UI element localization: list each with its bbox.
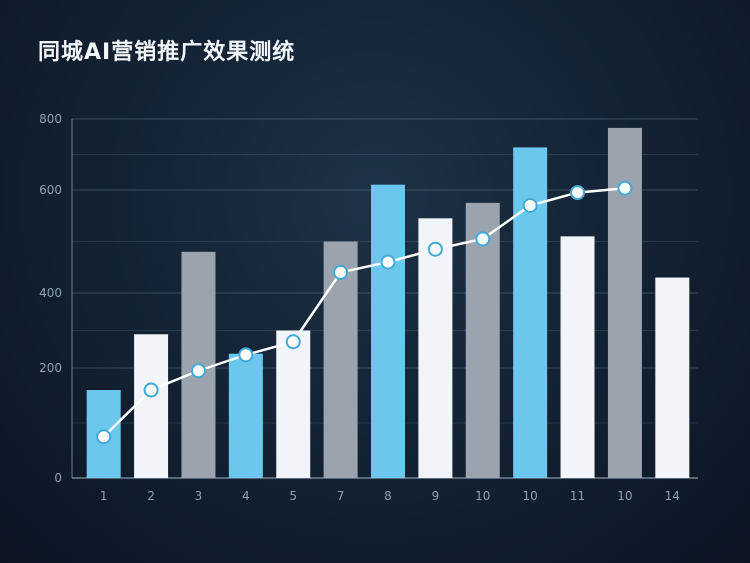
series-line bbox=[102, 186, 626, 438]
x-tick-label: 7 bbox=[337, 489, 345, 503]
x-tick-label: 10 bbox=[617, 489, 632, 503]
y-tick-label: 200 bbox=[39, 361, 62, 375]
chart-title: 同城AI营销推广效果测统 bbox=[38, 40, 296, 65]
x-tick-label: 10 bbox=[475, 489, 490, 503]
bar bbox=[323, 241, 358, 478]
line-point bbox=[570, 185, 586, 201]
x-tick-label: 9 bbox=[432, 489, 440, 503]
line-series bbox=[96, 180, 633, 445]
y-tick-label: 600 bbox=[39, 183, 62, 197]
bar bbox=[228, 353, 263, 478]
y-tick-label: 800 bbox=[39, 112, 62, 126]
x-tick-label: 3 bbox=[195, 489, 203, 503]
x-tick-label: 8 bbox=[384, 489, 392, 503]
bar bbox=[465, 202, 500, 478]
x-tick-label: 1 bbox=[100, 489, 108, 503]
line-point bbox=[427, 241, 443, 257]
x-tick-label: 5 bbox=[289, 489, 297, 503]
line-point bbox=[238, 347, 254, 363]
x-axis: 1 2 3 4 5 7 8 9 10 10 11 10 14 bbox=[100, 489, 680, 503]
x-tick-label: 10 bbox=[523, 489, 538, 503]
bar bbox=[371, 184, 405, 479]
line-point bbox=[522, 197, 538, 213]
bar-series bbox=[86, 127, 690, 479]
x-tick-label: 14 bbox=[665, 489, 680, 503]
line-point bbox=[190, 363, 206, 379]
bar bbox=[607, 127, 642, 478]
bar bbox=[655, 277, 690, 478]
bar bbox=[513, 147, 548, 478]
line-point bbox=[333, 264, 349, 280]
line-point bbox=[96, 429, 112, 445]
line-point bbox=[475, 231, 491, 247]
x-tick-label: 11 bbox=[570, 489, 585, 503]
line-point bbox=[143, 382, 159, 398]
y-tick-label: 0 bbox=[54, 471, 62, 485]
x-tick-label: 2 bbox=[147, 489, 155, 503]
bar bbox=[418, 218, 453, 478]
y-tick-label: 400 bbox=[39, 286, 62, 300]
line-point bbox=[380, 254, 396, 270]
x-tick-label: 4 bbox=[242, 489, 250, 503]
line-point bbox=[285, 334, 301, 350]
bar bbox=[134, 334, 169, 478]
bar bbox=[560, 236, 595, 478]
bar bbox=[276, 330, 311, 478]
y-axis: 0 200 400 600 800 bbox=[39, 112, 62, 485]
line-point bbox=[617, 180, 633, 196]
